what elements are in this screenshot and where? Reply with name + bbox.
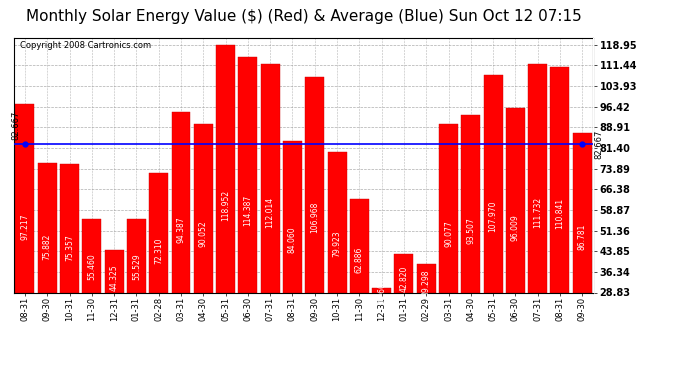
Text: 55.529: 55.529: [132, 254, 141, 280]
Text: Monthly Solar Energy Value ($) (Red) & Average (Blue) Sun Oct 12 07:15: Monthly Solar Energy Value ($) (Red) & A…: [26, 9, 582, 24]
Text: 106.968: 106.968: [310, 201, 319, 233]
Bar: [38, 163, 57, 292]
Text: 30.601: 30.601: [377, 278, 386, 304]
Text: 44.325: 44.325: [110, 264, 119, 291]
Bar: [551, 67, 569, 292]
Text: 90.077: 90.077: [444, 220, 453, 247]
Bar: [305, 78, 324, 292]
Bar: [529, 64, 547, 292]
Text: 93.507: 93.507: [466, 217, 475, 244]
Bar: [283, 141, 302, 292]
Bar: [350, 199, 368, 292]
Bar: [216, 45, 235, 292]
Bar: [395, 254, 413, 292]
Bar: [417, 264, 435, 292]
Text: 39.298: 39.298: [422, 269, 431, 296]
Text: 86.781: 86.781: [578, 224, 586, 250]
Text: 75.357: 75.357: [65, 234, 74, 261]
Bar: [484, 75, 502, 292]
Text: 82.667: 82.667: [12, 111, 21, 140]
Text: 94.387: 94.387: [177, 216, 186, 243]
Bar: [439, 124, 458, 292]
Text: 114.387: 114.387: [244, 195, 253, 226]
Text: 110.841: 110.841: [555, 198, 564, 229]
Text: 62.886: 62.886: [355, 246, 364, 273]
Text: 55.460: 55.460: [88, 254, 97, 280]
Bar: [261, 64, 279, 292]
Text: 75.882: 75.882: [43, 234, 52, 260]
Text: 96.009: 96.009: [511, 214, 520, 241]
Text: 112.014: 112.014: [266, 197, 275, 228]
Text: 42.820: 42.820: [400, 266, 408, 292]
Bar: [506, 108, 525, 292]
Bar: [328, 152, 346, 292]
Bar: [239, 57, 257, 292]
Bar: [194, 124, 213, 292]
Bar: [149, 173, 168, 292]
Text: 72.310: 72.310: [154, 237, 164, 264]
Text: 107.970: 107.970: [489, 201, 497, 232]
Bar: [127, 219, 146, 292]
Bar: [105, 250, 124, 292]
Text: 118.952: 118.952: [221, 190, 230, 221]
Text: 82.667: 82.667: [594, 130, 603, 159]
Bar: [82, 219, 101, 292]
Text: Copyright 2008 Cartronics.com: Copyright 2008 Cartronics.com: [19, 41, 150, 50]
Text: 111.732: 111.732: [533, 197, 542, 228]
Bar: [573, 133, 592, 292]
Text: 90.052: 90.052: [199, 220, 208, 247]
Bar: [60, 165, 79, 292]
Text: 97.217: 97.217: [21, 213, 30, 240]
Bar: [172, 112, 190, 292]
Bar: [15, 104, 34, 292]
Bar: [462, 114, 480, 292]
Bar: [372, 288, 391, 292]
Text: 84.060: 84.060: [288, 226, 297, 253]
Text: 79.923: 79.923: [333, 230, 342, 256]
